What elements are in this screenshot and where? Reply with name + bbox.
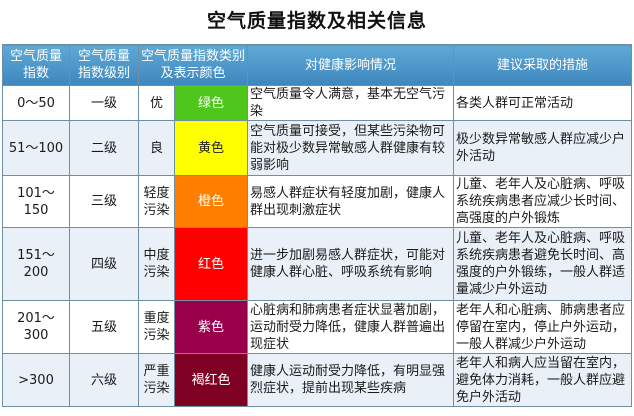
index-cell: 51～100	[2, 120, 70, 176]
table-row: 101～150 三级 轻度污染 橙色 易感人群症状有轻度加剧，健康人群出现刺激症…	[2, 175, 633, 228]
category-cell: 优	[138, 85, 175, 121]
advice-cell: 儿童、老年人及心脏病、呼吸系统疾病患者避免长时间、高强度的户外锻练，一般人群适量…	[453, 227, 633, 301]
table-row: 0～50 一级 优 绿色 空气质量令人满意，基本无空气污染 各类人群可正常活动	[2, 85, 633, 121]
table-row: 151～200 四级 中度污染 红色 进一步加剧易感人群症状，可能对健康人群心脏…	[2, 227, 633, 301]
aqi-table: 空气质量指数 空气质量指数级别 空气质量指数类别及表示颜色 对健康影响情况 建议…	[2, 44, 633, 407]
health-cell: 空气质量令人满意，基本无空气污染	[247, 85, 455, 121]
color-swatch: 绿色	[173, 85, 249, 121]
advice-cell: 儿童、老年人及心脏病、呼吸系统疾病患者应减少长时间、高强度的户外锻炼	[453, 175, 633, 228]
table-header-row: 空气质量指数 空气质量指数级别 空气质量指数类别及表示颜色 对健康影响情况 建议…	[2, 44, 633, 86]
color-swatch: 褐红色	[173, 353, 249, 407]
table-row: >300 六级 严重污染 褐红色 健康人运动耐受力降低，有明显强烈症状，提前出现…	[2, 353, 633, 407]
level-cell: 二级	[69, 120, 139, 176]
index-cell: 0～50	[2, 85, 70, 121]
header-index: 空气质量指数	[2, 44, 70, 86]
index-cell: 201～300	[2, 300, 70, 354]
table-row: 51～100 二级 良 黄色 空气质量可接受，但某些污染物可能对极少数异常敏感人…	[2, 120, 633, 176]
category-cell: 轻度污染	[138, 175, 175, 228]
index-cell: 151～200	[2, 227, 70, 301]
health-cell: 心脏病和肺病患者症状显著加剧，运动耐受力降低，健康人群普遍出现症状	[247, 300, 455, 354]
level-cell: 一级	[69, 85, 139, 121]
table-row: 201～300 五级 重度污染 紫色 心脏病和肺病患者症状显著加剧，运动耐受力降…	[2, 300, 633, 354]
advice-cell: 老年人和心脏病、肺病患者应停留在室内，停止户外运动，一般人群减少户外运动	[453, 300, 633, 354]
category-cell: 重度污染	[138, 300, 175, 354]
color-swatch: 红色	[173, 227, 249, 301]
advice-cell: 各类人群可正常活动	[453, 85, 633, 121]
color-swatch: 橙色	[173, 175, 249, 228]
category-cell: 良	[138, 120, 175, 176]
level-cell: 四级	[69, 227, 139, 301]
level-cell: 六级	[69, 353, 139, 407]
health-cell: 易感人群症状有轻度加剧，健康人群出现刺激症状	[247, 175, 455, 228]
advice-cell: 极少数异常敏感人群应减少户外活动	[453, 120, 633, 176]
level-cell: 三级	[69, 175, 139, 228]
color-swatch: 黄色	[173, 120, 249, 176]
health-cell: 进一步加剧易感人群症状，可能对健康人群心脏、呼吸系统有影响	[247, 227, 455, 301]
header-health: 对健康影响情况	[247, 44, 455, 86]
category-cell: 严重污染	[138, 353, 175, 407]
level-cell: 五级	[69, 300, 139, 354]
header-level: 空气质量指数级别	[69, 44, 139, 86]
health-cell: 空气质量可接受，但某些污染物可能对极少数异常敏感人群健康有较弱影响	[247, 120, 455, 176]
index-cell: 101～150	[2, 175, 70, 228]
health-cell: 健康人运动耐受力降低，有明显强烈症状，提前出现某些疾病	[247, 353, 455, 407]
category-cell: 中度污染	[138, 227, 175, 301]
header-category: 空气质量指数类别及表示颜色	[137, 44, 249, 86]
advice-cell: 老年人和病人应当留在室内，避免体力消耗，一般人群应避免户外活动	[453, 353, 633, 407]
page-title: 空气质量指数及相关信息	[206, 10, 427, 32]
color-swatch: 紫色	[173, 300, 249, 354]
index-cell: >300	[2, 353, 70, 407]
header-advice: 建议采取的措施	[453, 44, 633, 86]
